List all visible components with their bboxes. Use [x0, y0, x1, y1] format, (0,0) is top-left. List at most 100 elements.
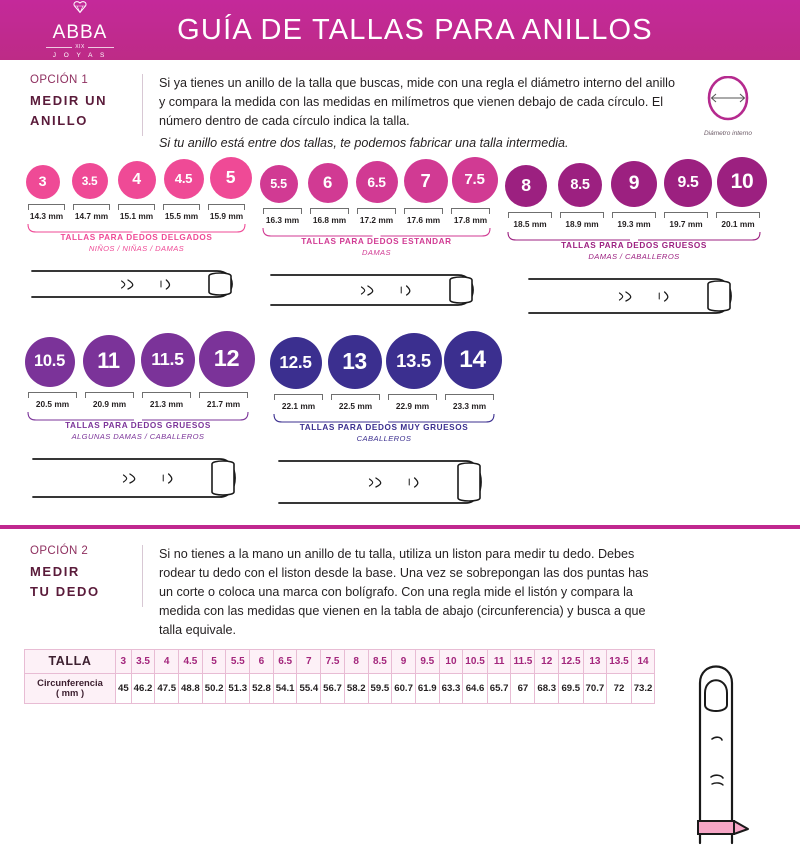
size-circle-11.5[interactable]: 11.5	[140, 332, 195, 387]
size-group-gruesos-1: 8 8.5 9 9.5 10 18.5 mm 18.9 mm 19.3 mm 19.7 mm 20…	[504, 156, 767, 323]
size-circle-cell: 8	[500, 164, 552, 207]
group-brace	[259, 227, 494, 239]
size-circle-14[interactable]: 14	[443, 330, 502, 389]
table-size-cell: 6.5	[272, 649, 298, 674]
size-circle-cell: 11	[80, 334, 137, 387]
size-circle-3.5[interactable]: 3.5	[71, 162, 108, 199]
table-size-cell: 12.5	[558, 649, 584, 674]
diameter-value: 22.1 mm	[270, 393, 327, 411]
size-circle-10.5[interactable]: 10.5	[24, 336, 75, 387]
group-title: TALLAS PARA DEDOS ESTANDAR	[301, 236, 452, 246]
table-size-cell: 8.5	[367, 649, 393, 674]
measure-tick	[85, 391, 134, 398]
circumference-table: TALLA 3 3.5 4 4.5 5 5.5 6 6.5 7 7.5 8 8.5 9 9.5 10 10.5 1…	[24, 649, 656, 705]
table-size-cell: 7.5	[320, 649, 345, 674]
size-circle-7[interactable]: 7	[403, 158, 448, 203]
size-circle-cell: 9	[608, 160, 660, 207]
table-circumference-cell: 51.3	[225, 672, 251, 705]
measure-tick	[73, 203, 110, 210]
measure-tick	[142, 391, 191, 398]
table-circumference-cell: 50.2	[201, 672, 227, 705]
size-circle-10[interactable]: 10	[717, 156, 767, 207]
measure-tick	[716, 211, 760, 218]
diameter-value: 17.2 mm	[353, 207, 400, 225]
group-brace	[24, 411, 252, 423]
size-circle-cell: 9.5	[662, 158, 714, 207]
size-circle-12.5[interactable]: 12.5	[269, 336, 322, 389]
measure-tick	[28, 203, 65, 210]
size-circle-cell: 10.5	[21, 336, 78, 387]
table-size-cell: 9.5	[414, 649, 440, 674]
size-circle-6[interactable]: 6	[307, 162, 348, 203]
size-circle-cell: 11.5	[139, 332, 196, 387]
table-size-cell: 12	[534, 649, 560, 674]
table-size-cell: 11.5	[510, 649, 536, 674]
size-circle-4.5[interactable]: 4.5	[163, 158, 204, 199]
size-circle-13[interactable]: 13	[327, 334, 382, 389]
diameter-measure-row: 22.1 mm 22.5 mm 22.9 mm 23.3 mm	[270, 393, 498, 411]
size-circle-8.5[interactable]: 8.5	[558, 162, 602, 207]
size-circle-7.5[interactable]: 7.5	[451, 156, 498, 203]
table-size-cell: 3	[115, 649, 132, 674]
table-circumference-cell: 63.3	[438, 672, 464, 705]
table-size-cell: 10	[438, 649, 464, 674]
size-circle-9[interactable]: 9	[611, 160, 657, 207]
diameter-caption: Diámetro interno	[703, 130, 753, 137]
group-title: TALLAS PARA DEDOS GRUESOS	[65, 420, 211, 430]
size-circle-5[interactable]: 5	[209, 156, 252, 199]
vertical-finger-with-ribbon-icon	[655, 643, 776, 853]
size-circle-cell: 10	[716, 156, 768, 207]
size-circle-3[interactable]: 3	[25, 164, 60, 199]
measure-tick	[560, 211, 604, 218]
page-header: ABBA XIX J O Y A S GUÍA DE TALLAS PARA A…	[0, 0, 800, 60]
size-circle-12[interactable]: 12	[198, 330, 255, 387]
brand-name: ABBA	[52, 22, 108, 43]
table-size-cell: 8	[343, 649, 369, 674]
size-circle-5.5[interactable]: 5.5	[259, 164, 298, 203]
size-circle-cell: 12.5	[267, 336, 324, 389]
option2-title-line2: TU DEDO	[30, 583, 100, 599]
table-header-talla: TALLA	[24, 649, 116, 674]
size-circle-4[interactable]: 4	[117, 160, 156, 199]
table-size-cell: 3.5	[130, 649, 156, 674]
option1-text: Si ya tienes un anillo de la talla que b…	[143, 74, 682, 157]
diameter-value: 22.5 mm	[327, 393, 384, 411]
size-group-delgados: 3 3.5 4 4.5 5 14.3 mm 14.7 mm 15.1 mm 15.5 mm 15.…	[24, 156, 252, 307]
size-circle-6.5[interactable]: 6.5	[355, 160, 398, 203]
size-circle-8[interactable]: 8	[505, 164, 547, 207]
option1-title-line2: ANILLO	[30, 113, 88, 129]
size-circle-list: 3 3.5 4 4.5 5	[20, 156, 253, 199]
group-brace	[24, 223, 249, 235]
option2-label: OPCIÓN 2 MEDIR TU DEDO	[30, 544, 143, 607]
size-circle-list: 8 8.5 9 9.5 10	[500, 156, 768, 207]
table-circumference-cell: 56.7	[320, 672, 345, 705]
diameter-value: 18.5 mm	[504, 211, 556, 229]
size-circle-list: 12.5 13 13.5 14	[267, 330, 502, 389]
table-circumference-cell: 59.5	[367, 672, 393, 705]
size-circle-13.5[interactable]: 13.5	[385, 332, 442, 389]
diameter-value: 23.3 mm	[441, 393, 498, 411]
size-circle-9.5[interactable]: 9.5	[664, 158, 712, 207]
size-circle-11[interactable]: 11	[82, 334, 135, 387]
diameter-value: 15.5 mm	[159, 203, 204, 221]
size-circle-cell: 6.5	[353, 160, 400, 203]
table-circumference-cell: 55.4	[296, 672, 322, 705]
size-groups-row-top: 3 3.5 4 4.5 5 14.3 mm 14.7 mm 15.1 mm 15.5 mm 15.…	[0, 156, 800, 323]
measure-tick	[664, 211, 708, 218]
size-circle-cell: 14	[443, 330, 502, 389]
size-circle-cell: 5.5	[255, 164, 302, 203]
size-group-estandar: 5.5 6 6.5 7 7.5 16.3 mm 16.8 mm 17.2 mm 17.6 mm 1…	[259, 156, 498, 315]
table-size-cell: 5.5	[225, 649, 251, 674]
diameter-value: 14.3 mm	[24, 203, 69, 221]
horizontal-finger-icon	[504, 269, 764, 323]
option1-kicker: OPCIÓN 1	[30, 74, 89, 86]
size-groups-row-bottom: 10.5 11 11.5 12 20.5 mm 20.9 mm 21.3 mm 21.7 mm…	[0, 330, 800, 513]
measure-tick	[199, 391, 248, 398]
diameter-measure-row: 16.3 mm 16.8 mm 17.2 mm 17.6 mm 17.8 mm	[259, 207, 494, 225]
table-size-cell: 9	[391, 649, 416, 674]
table-circumference-cell: 61.9	[414, 672, 440, 705]
measure-tick	[274, 393, 323, 400]
table-size-cell: 13.5	[606, 649, 632, 674]
table-circumference-cell: 64.6	[462, 672, 488, 705]
horizontal-finger-icon	[270, 451, 498, 513]
